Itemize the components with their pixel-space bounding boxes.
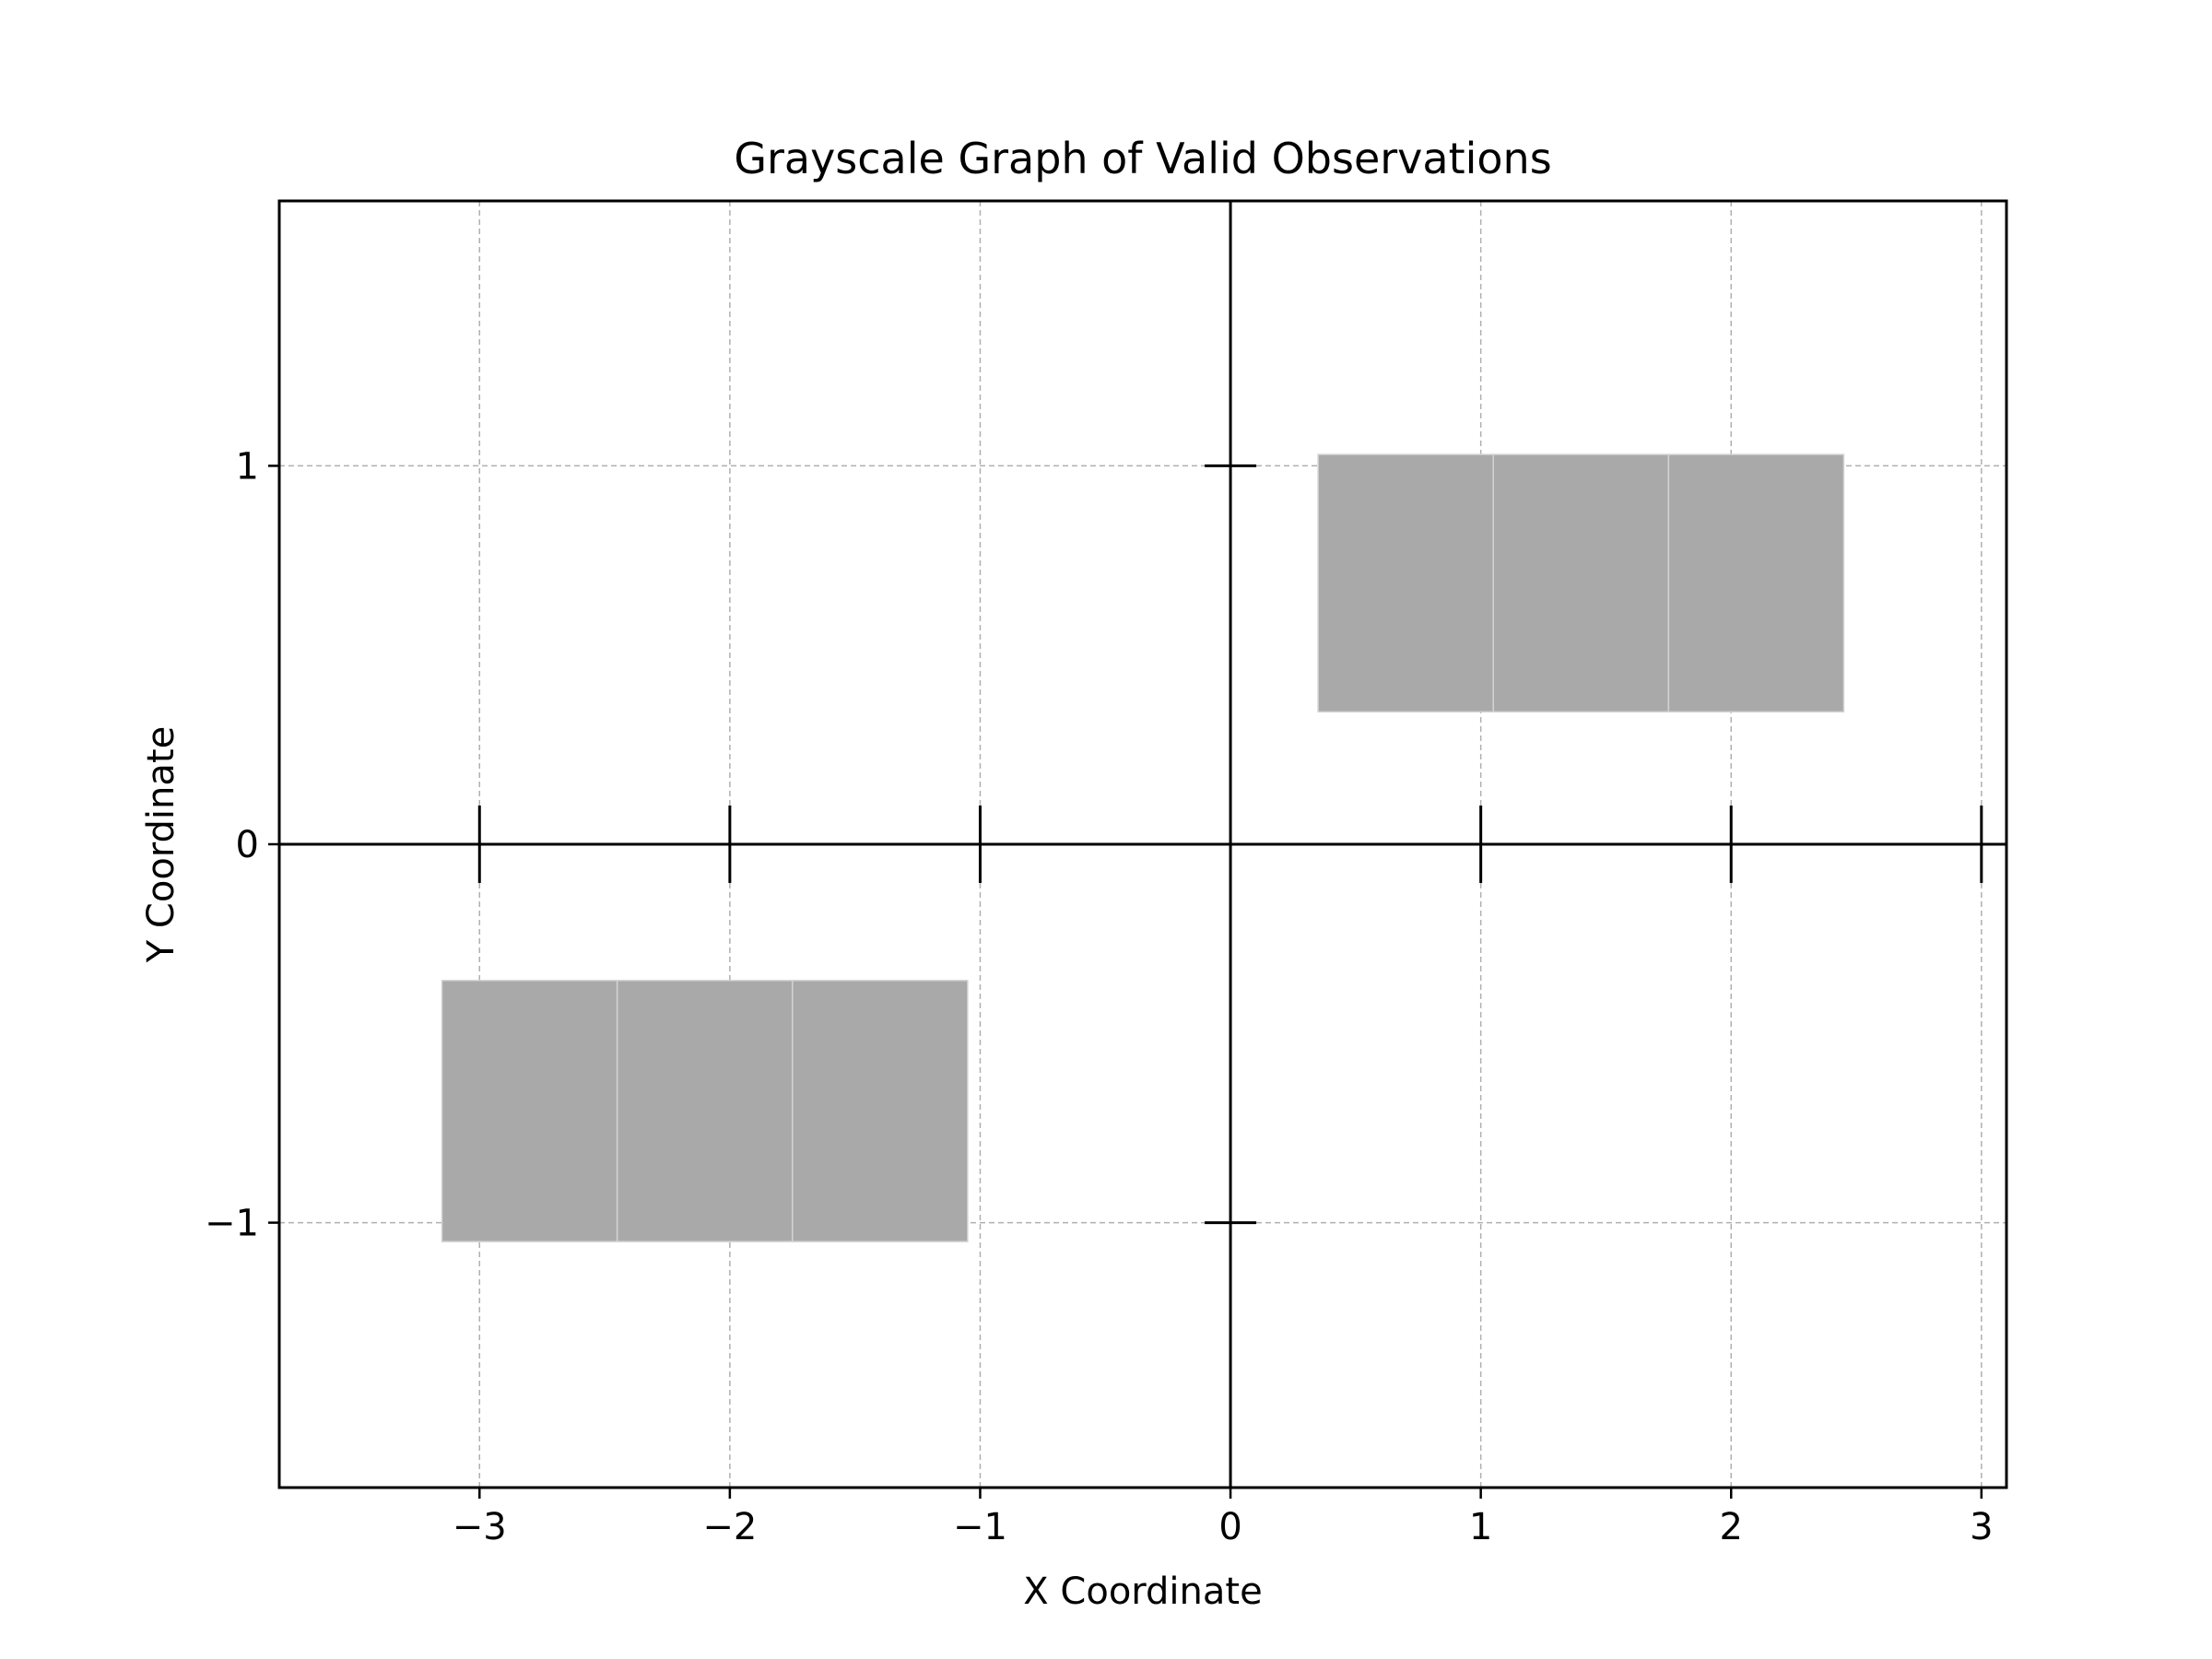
y-tick-label: 0 (236, 824, 259, 866)
bar (1492, 453, 1670, 713)
bar (792, 980, 969, 1242)
cross-ticks (477, 464, 1983, 1225)
y-tick-label: 1 (236, 445, 259, 488)
x-tick-label: 1 (1469, 1506, 1492, 1548)
y-tick-label: −1 (205, 1203, 259, 1245)
chart-title: Grayscale Graph of Valid Observations (734, 134, 1551, 183)
x-ticks: −3 −2 −1 0 1 2 3 (453, 1488, 1994, 1548)
x-axis-label: X Coordinate (1023, 1571, 1262, 1613)
x-tick-label: 0 (1218, 1506, 1241, 1548)
x-tick-label: −2 (702, 1506, 757, 1548)
y-ticks: −1 0 1 (205, 445, 279, 1245)
x-tick-label: 2 (1720, 1506, 1743, 1548)
x-tick-label: −1 (953, 1506, 1007, 1548)
bar (1317, 453, 1494, 713)
bars (441, 453, 1845, 1242)
bar (616, 980, 794, 1242)
bar (441, 980, 618, 1242)
x-tick-label: −3 (453, 1506, 507, 1548)
bar (1667, 453, 1845, 713)
x-tick-label: 3 (1970, 1506, 1993, 1548)
origin-axes (279, 201, 2006, 1488)
y-axis-label: Y Coordinate (140, 726, 182, 963)
